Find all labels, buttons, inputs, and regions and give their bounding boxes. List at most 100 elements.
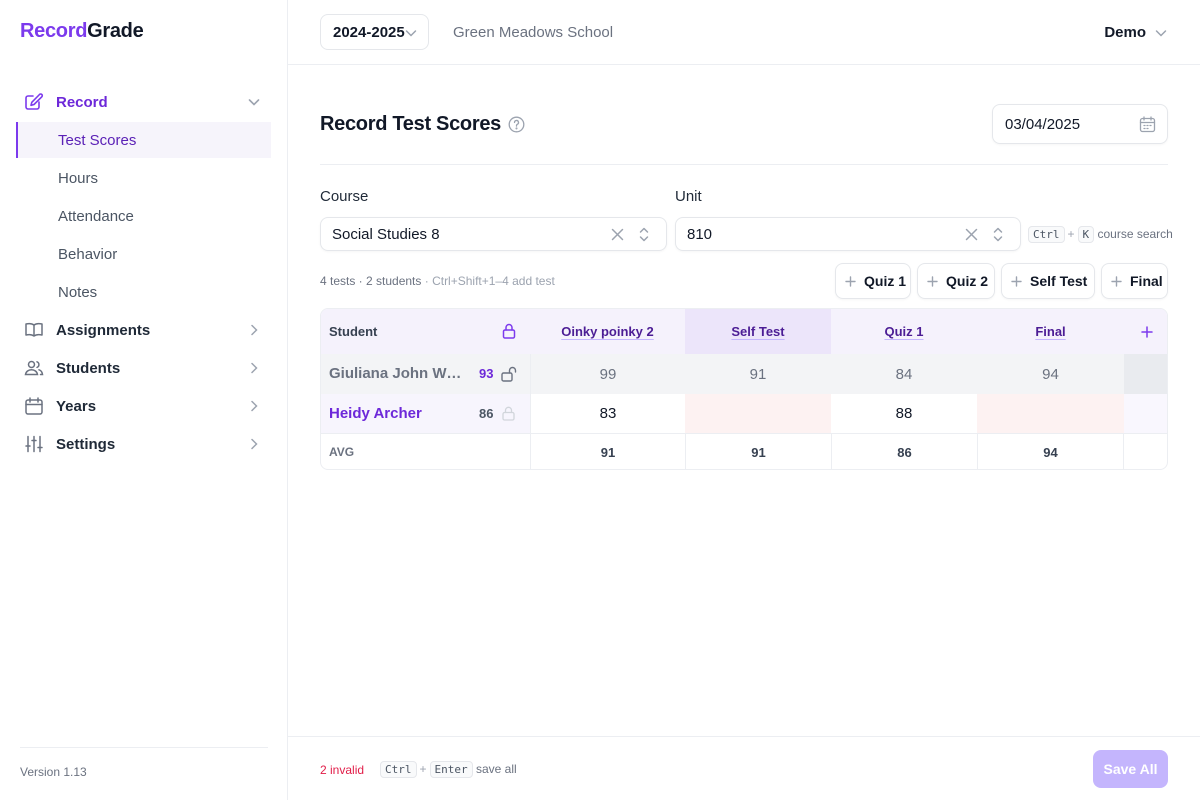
calendar-icon[interactable]: [1139, 116, 1156, 133]
plus-icon: [1140, 325, 1153, 338]
logo-grade: Grade: [87, 20, 144, 42]
table-row: [321, 354, 1167, 394]
score-cell[interactable]: 94: [1042, 365, 1059, 383]
plus-icon: [927, 276, 938, 287]
sidebar-item-students[interactable]: Students: [16, 350, 271, 386]
page-title: Record Test Scores: [320, 113, 501, 135]
sidebar-item-label: Students: [56, 359, 121, 377]
sidebar-item-label: Assignments: [56, 321, 151, 339]
add-quiz-2-button[interactable]: Quiz 2: [917, 263, 995, 299]
add-button-label: Quiz 1: [864, 273, 907, 289]
kbd-plus: +: [419, 762, 427, 776]
kbd-ctrl: Ctrl: [380, 761, 417, 778]
lock-icon[interactable]: [502, 406, 515, 421]
chevron-down-icon: [404, 26, 418, 40]
test-counts: 4 tests · 2 students: [320, 274, 422, 288]
column-average: 91: [530, 434, 685, 469]
date-input[interactable]: 03/04/2025: [992, 104, 1168, 144]
unit-label: Unit: [675, 188, 702, 205]
student-name[interactable]: Giuliana John Wil...: [329, 365, 464, 382]
plus-icon: [845, 276, 856, 287]
chevron-right-icon: [247, 437, 261, 451]
student-column-header: Student: [329, 324, 378, 339]
scores-grid: Student Oinky poinky 2 Self Test Quiz 1 …: [320, 308, 1168, 470]
footer-bar: 2 invalid Ctrl + Enter save all Save All: [288, 736, 1200, 800]
column-average: 94: [977, 434, 1124, 469]
sidebar-item-label: Record: [56, 93, 108, 111]
score-cell[interactable]: 88: [895, 405, 913, 422]
sidebar-divider: [20, 747, 268, 748]
add-self-test-button[interactable]: Self Test: [1001, 263, 1095, 299]
top-bar: 2024-2025 Green Meadows School Demo: [288, 0, 1200, 65]
hint-text: save all: [475, 762, 517, 776]
student-average: 93: [479, 366, 494, 381]
year-select[interactable]: 2024-2025: [320, 14, 429, 50]
unit-select[interactable]: 810: [675, 217, 1021, 251]
row-end-cell: [1124, 394, 1167, 433]
sidebar-item-label: Years: [56, 397, 97, 415]
sidebar-item-label: Settings: [56, 435, 116, 453]
kbd-enter: Enter: [429, 761, 473, 778]
add-final-button[interactable]: Final: [1101, 263, 1168, 299]
student-cell: [321, 394, 530, 433]
score-cell[interactable]: 99: [530, 354, 685, 394]
column-header-quiz-1[interactable]: Quiz 1: [884, 324, 924, 339]
user-name: Demo: [1104, 24, 1146, 41]
sidebar-item-record[interactable]: Record: [16, 84, 271, 120]
user-menu[interactable]: Demo: [1104, 24, 1168, 41]
chevron-right-icon: [247, 323, 261, 337]
chevron-down-icon: [247, 95, 261, 109]
calendar-icon: [24, 397, 44, 415]
kbd-k: K: [1077, 226, 1095, 243]
kbd-ctrl: Ctrl: [1028, 226, 1065, 243]
score-cell[interactable]: 83: [530, 394, 685, 433]
clear-icon[interactable]: [611, 228, 624, 241]
score-cell-invalid[interactable]: [685, 394, 831, 433]
save-all-button[interactable]: Save All: [1093, 750, 1168, 788]
sidebar-item-test-scores[interactable]: Test Scores: [16, 122, 271, 158]
pencil-square-icon: [24, 93, 44, 111]
sidebar-item-label: Behavior: [58, 246, 118, 263]
student-name[interactable]: Heidy Archer: [329, 405, 422, 422]
sidebar-item-notes[interactable]: Notes: [16, 274, 271, 310]
users-icon: [24, 359, 44, 377]
sidebar-item-label: Notes: [58, 284, 98, 301]
unlock-icon[interactable]: [501, 366, 517, 382]
date-value: 03/04/2025: [1005, 115, 1081, 133]
plus-icon: [1011, 276, 1022, 287]
row-divider: [321, 433, 1167, 434]
sidebar-item-years[interactable]: Years: [16, 388, 271, 424]
test-summary: 4 tests · 2 students · Ctrl+Shift+1–4 ad…: [320, 274, 555, 288]
column-header-self-test[interactable]: Self Test: [731, 324, 785, 339]
help-icon[interactable]: [508, 116, 525, 133]
kbd-plus: +: [1067, 227, 1075, 241]
sidebar-item-attendance[interactable]: Attendance: [16, 198, 271, 234]
sidebar-item-hours[interactable]: Hours: [16, 160, 271, 196]
app-logo[interactable]: RecordGrade: [20, 20, 144, 43]
score-cell[interactable]: 91: [749, 365, 767, 383]
column-header-oinky-poinky-2[interactable]: Oinky poinky 2: [561, 324, 654, 339]
sidebar-item-settings[interactable]: Settings: [16, 426, 271, 462]
score-cell-invalid[interactable]: [977, 394, 1124, 433]
add-column-button[interactable]: [1124, 309, 1167, 354]
course-select[interactable]: Social Studies 8: [320, 217, 667, 251]
sidebar-item-label: Test Scores: [58, 132, 137, 149]
add-quiz-1-button[interactable]: Quiz 1: [835, 263, 911, 299]
chevron-up-down-icon[interactable]: [992, 227, 1004, 242]
app-version: Version 1.13: [20, 765, 87, 779]
score-cell[interactable]: 84: [895, 365, 913, 383]
lock-icon[interactable]: [502, 323, 516, 339]
column-highlight: [685, 309, 831, 354]
plus-icon: [1111, 276, 1122, 287]
chevron-right-icon: [247, 399, 261, 413]
sidebar-item-assignments[interactable]: Assignments: [16, 312, 271, 348]
add-button-label: Quiz 2: [946, 273, 989, 289]
chevron-up-down-icon[interactable]: [638, 227, 650, 242]
chevron-down-icon: [1154, 26, 1168, 40]
avg-label: AVG: [329, 445, 355, 459]
column-header-final[interactable]: Final: [1035, 324, 1066, 339]
sidebar-item-behavior[interactable]: Behavior: [16, 236, 271, 272]
column-average: 86: [831, 434, 977, 469]
clear-icon[interactable]: [965, 228, 978, 241]
